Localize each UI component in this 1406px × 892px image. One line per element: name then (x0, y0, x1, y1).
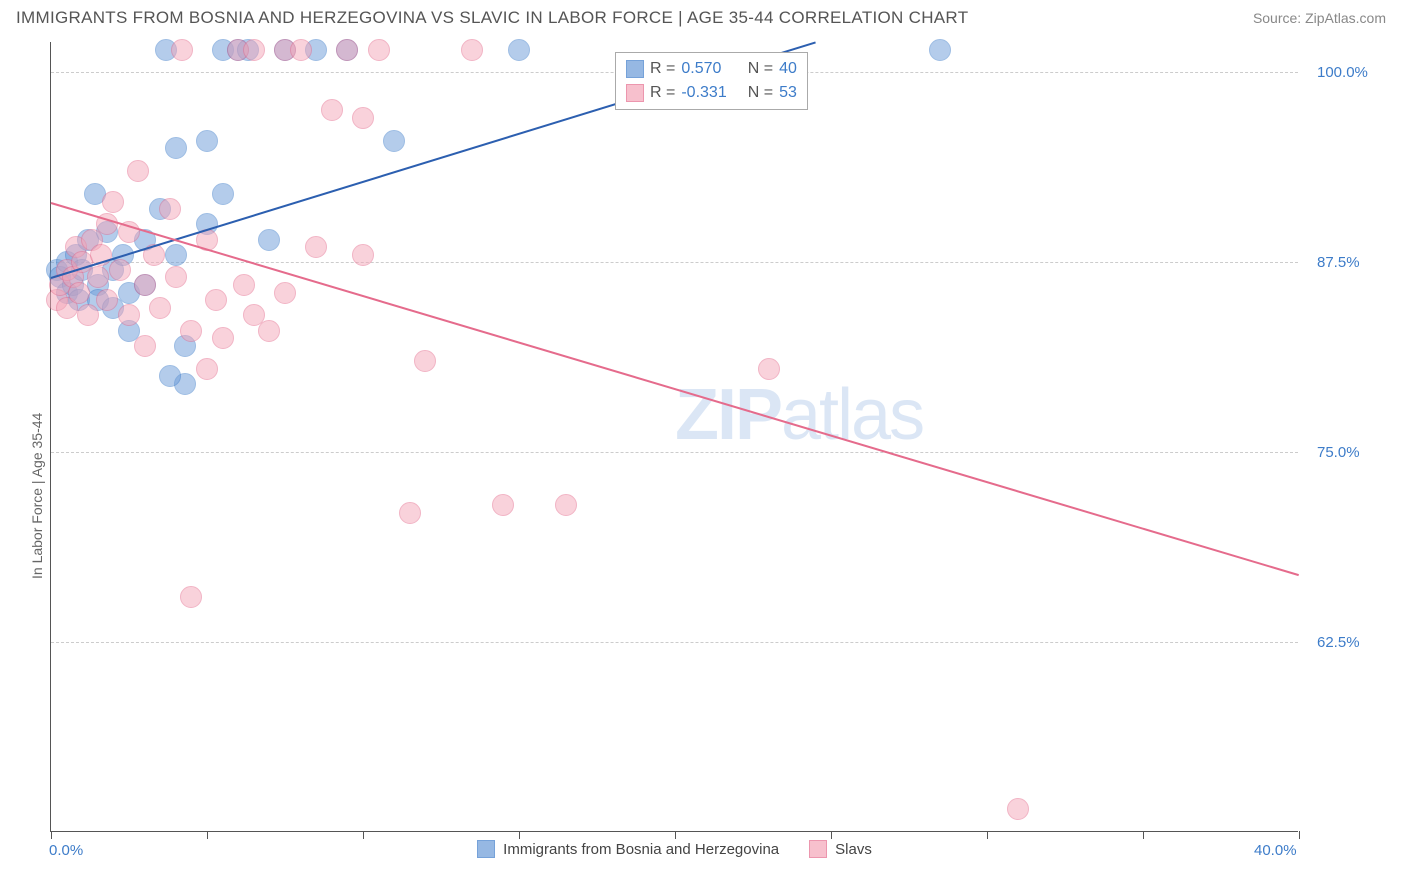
scatter-point (274, 282, 296, 304)
legend-label: Immigrants from Bosnia and Herzegovina (503, 841, 779, 858)
x-tick (519, 831, 520, 839)
scatter-point (165, 137, 187, 159)
scatter-point (336, 39, 358, 61)
x-tick (1299, 831, 1300, 839)
scatter-point (258, 320, 280, 342)
scatter-point (555, 494, 577, 516)
plot-region: 62.5%75.0%87.5%100.0%0.0%40.0%ZIPatlasR … (50, 42, 1298, 832)
y-tick-label: 100.0% (1317, 64, 1368, 81)
scatter-point (352, 244, 374, 266)
y-tick-label: 87.5% (1317, 254, 1360, 271)
x-tick (363, 831, 364, 839)
scatter-point (305, 236, 327, 258)
scatter-point (109, 259, 131, 281)
y-tick-label: 75.0% (1317, 444, 1360, 461)
gridline (51, 452, 1298, 453)
scatter-point (492, 494, 514, 516)
stat-r-value: 0.570 (681, 57, 737, 81)
scatter-point (233, 274, 255, 296)
scatter-point (258, 229, 280, 251)
legend-label: Slavs (835, 841, 872, 858)
scatter-point (165, 244, 187, 266)
scatter-point (159, 198, 181, 220)
scatter-point (205, 289, 227, 311)
stat-n-label: N = (743, 81, 773, 105)
scatter-point (399, 502, 421, 524)
x-tick (831, 831, 832, 839)
stat-n-value: 40 (779, 57, 797, 81)
scatter-point (461, 39, 483, 61)
x-tick (987, 831, 988, 839)
scatter-point (180, 320, 202, 342)
legend-swatch (477, 840, 495, 858)
scatter-point (383, 130, 405, 152)
gridline (51, 262, 1298, 263)
scatter-point (758, 358, 780, 380)
source-label: Source: ZipAtlas.com (1253, 10, 1386, 26)
series-swatch (626, 84, 644, 102)
x-tick (51, 831, 52, 839)
scatter-point (96, 289, 118, 311)
scatter-point (212, 327, 234, 349)
scatter-point (196, 358, 218, 380)
scatter-point (134, 335, 156, 357)
scatter-point (212, 183, 234, 205)
scatter-point (243, 39, 265, 61)
legend-swatch (809, 840, 827, 858)
scatter-point (149, 297, 171, 319)
stats-row: R = 0.570 N = 40 (626, 57, 797, 81)
stat-r-label: R = (650, 57, 675, 81)
legend-item: Immigrants from Bosnia and Herzegovina (477, 840, 779, 858)
y-axis-label: In Labor Force | Age 35-44 (29, 413, 45, 579)
scatter-point (196, 130, 218, 152)
scatter-point (321, 99, 343, 121)
scatter-point (68, 282, 90, 304)
scatter-point (180, 586, 202, 608)
series-swatch (626, 60, 644, 78)
legend-item: Slavs (809, 840, 872, 858)
x-tick (1143, 831, 1144, 839)
stats-row: R = -0.331 N = 53 (626, 81, 797, 105)
stat-r-label: R = (650, 81, 675, 105)
scatter-point (118, 304, 140, 326)
scatter-point (290, 39, 312, 61)
stats-box: R = 0.570 N = 40R = -0.331 N = 53 (615, 52, 808, 110)
trend-line (51, 202, 1300, 576)
scatter-point (159, 365, 181, 387)
chart-area: 62.5%75.0%87.5%100.0%0.0%40.0%ZIPatlasR … (0, 32, 1406, 852)
y-tick-label: 62.5% (1317, 634, 1360, 651)
gridline (51, 642, 1298, 643)
scatter-point (102, 191, 124, 213)
x-tick (675, 831, 676, 839)
scatter-point (165, 266, 187, 288)
scatter-point (368, 39, 390, 61)
watermark: ZIPatlas (675, 374, 923, 456)
scatter-point (352, 107, 374, 129)
scatter-point (414, 350, 436, 372)
x-tick (207, 831, 208, 839)
scatter-point (77, 304, 99, 326)
chart-title: IMMIGRANTS FROM BOSNIA AND HERZEGOVINA V… (16, 8, 968, 28)
scatter-point (929, 39, 951, 61)
stat-r-value: -0.331 (681, 81, 737, 105)
scatter-point (1007, 798, 1029, 820)
stat-n-label: N = (743, 57, 773, 81)
scatter-point (127, 160, 149, 182)
stat-n-value: 53 (779, 81, 797, 105)
scatter-point (87, 266, 109, 288)
scatter-point (508, 39, 530, 61)
scatter-point (171, 39, 193, 61)
scatter-point (134, 274, 156, 296)
legend: Immigrants from Bosnia and Herzegovina Sl… (51, 840, 1298, 858)
